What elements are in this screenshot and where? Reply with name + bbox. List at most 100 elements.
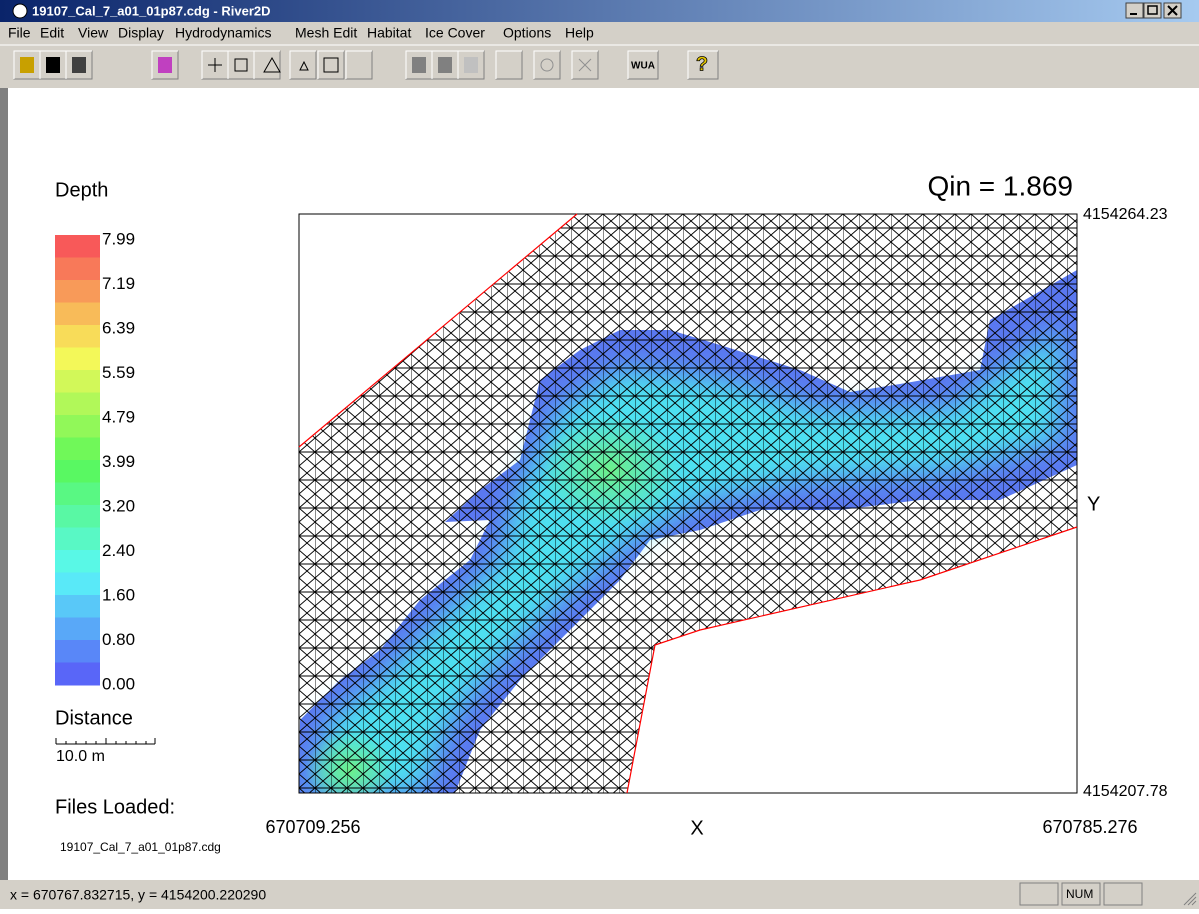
menu-item[interactable]: Ice Cover [425,25,485,41]
toolbar-icon [412,57,426,73]
toolbar-icon [323,57,339,73]
menu-item[interactable]: Habitat [367,25,411,41]
distance-title: Distance [55,707,133,729]
menu-item[interactable]: File [8,25,31,41]
toolbar-icon [46,57,60,73]
button-highlight [253,50,280,79]
menu-item[interactable]: Display [118,25,164,41]
left-frame [0,88,8,880]
toolbar-button[interactable] [627,50,659,80]
legend-band [55,505,100,528]
button-highlight [13,50,40,79]
legend-title: Depth [55,179,108,201]
toolbar-icon [578,58,592,72]
legend-label: 2.40 [102,541,135,560]
legend-band [55,482,100,506]
toolbar-button[interactable] [687,50,719,80]
x-axis-label: X [690,817,703,839]
legend-label: 3.99 [102,452,135,471]
legend-label: 0.00 [102,674,135,693]
menu-item[interactable]: View [78,25,109,41]
boundary [298,213,578,448]
legend-band [55,662,100,686]
legend-band [55,437,100,461]
button-highlight [289,50,316,79]
toolbar-icon [540,58,554,72]
toolbar-button[interactable] [495,50,523,80]
qin-label: Qin = 1.869 [927,170,1073,201]
toolbar-icon [20,57,34,73]
x-max-label: 670785.276 [1042,817,1137,837]
button-highlight [65,50,92,79]
toolbar-button[interactable] [533,50,561,80]
status-num: NUM [1066,887,1093,901]
toolbar-icon [72,57,86,73]
menu-item[interactable]: Edit [40,25,64,41]
button-highlight [687,50,718,79]
legend-band [55,257,100,281]
resize-grip [1183,892,1197,906]
menu-item[interactable]: Hydrodynamics [175,25,271,41]
menu-item[interactable]: Mesh Edit [295,25,357,41]
legend-label: 4.79 [102,407,135,426]
button-highlight [345,50,372,79]
toolbar-icon [234,58,248,72]
button-highlight [431,50,458,79]
scale-bar [55,738,156,745]
button-highlight [151,50,178,79]
legend-label: 7.99 [102,229,135,248]
legend-band [55,527,100,551]
y-axis-label: Y [1087,493,1100,515]
legend-band [55,640,100,663]
button-highlight [495,50,522,79]
toolbar-button[interactable] [345,50,373,80]
toolbar-icon [208,56,309,73]
menu-item[interactable]: Options [503,25,551,41]
menu-toolbar-bg [0,22,1199,88]
legend-band [55,617,100,641]
legend-label: 6.39 [102,318,135,337]
help-button-icon: ? [696,53,708,75]
window-buttons [1125,2,1182,19]
toolbar-button[interactable] [227,50,255,80]
legend-label: 1.60 [102,585,135,604]
status-panel [1103,882,1143,906]
toolbar-button[interactable] [317,50,345,80]
plot-frame [298,213,1078,794]
status-bar [0,880,1199,909]
toolbar-icon [464,57,478,73]
legend-band [55,235,100,258]
wua-button-label: WUA [631,61,655,72]
legend-label: 7.19 [102,274,135,293]
files-title: Files Loaded: [55,796,175,818]
minimize-button[interactable] [1125,2,1144,19]
button-highlight [405,50,432,79]
legend-band [55,280,100,303]
button-highlight [39,50,66,79]
legend-band [55,370,100,393]
button-highlight [317,50,344,79]
legend-band [55,460,100,483]
file-name: 19107_Cal_7_a01_01p87.cdg [60,840,221,854]
button-highlight [457,50,484,79]
legend-band [55,325,100,348]
status-coords: x = 670767.832715, y = 4154200.220290 [10,887,266,903]
boundary [626,526,1078,794]
button-highlight [627,50,658,79]
legend-band [55,572,100,596]
legend-label: 5.59 [102,363,135,382]
button-highlight [533,50,560,79]
legend-band [55,595,100,618]
menu-item[interactable]: Help [565,25,594,41]
legend-band [55,550,100,573]
toolbar-icon [158,57,172,73]
legend-band [55,392,100,416]
button-highlight [571,50,598,79]
legend-label: 0.80 [102,630,135,649]
app-icon [12,3,28,19]
y-max-label: 4154264.23 [1083,206,1168,223]
legend-label: 3.20 [102,496,135,515]
legend-band [55,347,100,371]
